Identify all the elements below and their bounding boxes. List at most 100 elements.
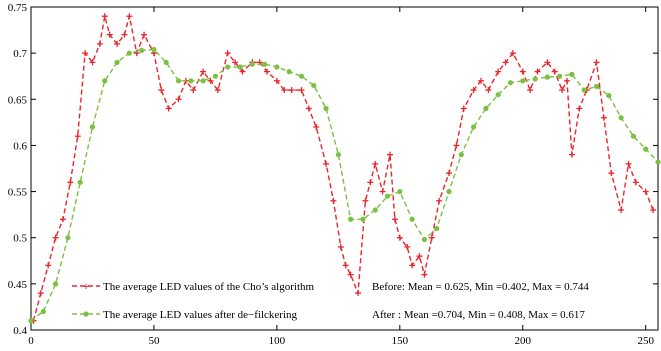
data-point-defilckering (77, 179, 83, 185)
data-point-cho (409, 262, 416, 269)
y-tick-label: 0.75 (8, 2, 28, 14)
data-point-defilckering (286, 69, 292, 75)
data-point-cho (564, 77, 571, 84)
data-point-cho (495, 68, 502, 75)
data-point-cho (330, 197, 337, 204)
data-point-defilckering (65, 235, 71, 241)
data-point-cho (106, 31, 113, 38)
legend-marker-cho: + (83, 279, 90, 293)
data-point-cho (337, 243, 344, 250)
data-point-cho (347, 271, 354, 278)
data-point-defilckering (495, 92, 501, 98)
data-point-defilckering (188, 78, 194, 84)
data-point-cho (502, 59, 509, 66)
data-point-defilckering (557, 73, 563, 79)
data-point-defilckering (323, 105, 329, 112)
data-point-cho (416, 253, 423, 260)
data-point-cho (323, 160, 330, 167)
data-point-defilckering (249, 61, 255, 67)
data-point-cho (355, 290, 362, 297)
data-point-defilckering (114, 59, 120, 65)
x-tick-label: 0 (28, 335, 34, 347)
data-point-cho (121, 31, 128, 38)
data-point-defilckering (544, 74, 550, 80)
y-tick-label: 0.5 (13, 233, 27, 245)
data-point-defilckering (409, 216, 415, 222)
data-point-cho (625, 160, 632, 167)
data-point-defilckering (372, 207, 378, 213)
data-point-defilckering (434, 225, 440, 232)
data-point-cho (485, 87, 492, 94)
data-point-cho (593, 59, 600, 66)
data-point-defilckering (261, 61, 268, 67)
data-point-cho (175, 96, 182, 103)
data-point-defilckering (28, 318, 34, 324)
data-point-cho (239, 68, 246, 75)
legend-label-cho: The average LED values of the Cho’s algo… (103, 281, 315, 293)
data-point-defilckering (569, 71, 575, 77)
data-point-cho (59, 216, 66, 223)
data-point-defilckering (175, 78, 182, 84)
data-point-cho (342, 262, 349, 269)
data-point-cho (96, 40, 103, 47)
data-point-cho (165, 105, 172, 112)
data-point-defilckering (470, 124, 477, 130)
data-point-defilckering (151, 46, 157, 53)
data-point-defilckering (397, 188, 403, 195)
data-point-defilckering (384, 193, 391, 199)
data-point-cho (67, 179, 74, 186)
data-point-cho (45, 262, 52, 269)
data-point-cho (82, 50, 89, 57)
data-point-cho (396, 234, 403, 241)
data-point-defilckering (483, 105, 489, 112)
x-tick-label: 200 (515, 335, 532, 347)
x-tick-label: 50 (148, 335, 160, 347)
y-tick-label: 0.6 (13, 140, 27, 152)
data-point-cho (650, 207, 657, 214)
data-point-cho (313, 123, 320, 130)
data-point-cho (264, 68, 271, 75)
data-point-cho (446, 170, 452, 177)
data-point-defilckering (311, 82, 317, 89)
data-point-cho (576, 105, 583, 112)
data-point-cho (367, 179, 374, 186)
data-point-defilckering (89, 124, 96, 130)
data-point-cho (568, 151, 575, 158)
data-point-cho (101, 13, 108, 20)
data-point-cho (544, 59, 551, 66)
data-point-cho (642, 188, 649, 195)
data-point-defilckering (446, 188, 452, 195)
data-point-defilckering (360, 216, 366, 222)
data-point-defilckering (458, 152, 464, 158)
data-point-cho (141, 31, 148, 38)
data-point-cho (632, 179, 639, 186)
data-point-cho (428, 234, 435, 241)
data-point-defilckering (52, 281, 59, 287)
data-point-defilckering (163, 59, 169, 65)
data-point-defilckering (606, 92, 612, 99)
data-point-cho (509, 50, 516, 57)
annotation-before: Before: Mean = 0.625, Min =0.402, Max = … (372, 281, 589, 293)
y-tick-label: 0.65 (8, 94, 28, 106)
data-point-cho (551, 68, 558, 75)
data-point-cho (190, 87, 197, 94)
data-point-defilckering (348, 216, 354, 222)
data-point-defilckering (593, 83, 600, 89)
data-point-defilckering (126, 50, 132, 56)
data-point-defilckering (655, 159, 661, 165)
data-point-defilckering (102, 78, 108, 84)
data-point-defilckering (335, 152, 341, 158)
y-tick-label: 0.7 (13, 48, 27, 60)
data-point-cho (453, 142, 460, 149)
data-point-defilckering (274, 64, 280, 70)
data-point-cho (421, 271, 428, 278)
data-point-defilckering (225, 64, 231, 70)
data-point-defilckering (507, 80, 514, 86)
data-point-cho (519, 68, 526, 75)
data-point-cho (74, 133, 81, 140)
data-point-defilckering (200, 78, 206, 84)
data-point-cho (460, 105, 467, 112)
data-point-defilckering (237, 64, 243, 70)
data-point-cho (305, 105, 312, 112)
